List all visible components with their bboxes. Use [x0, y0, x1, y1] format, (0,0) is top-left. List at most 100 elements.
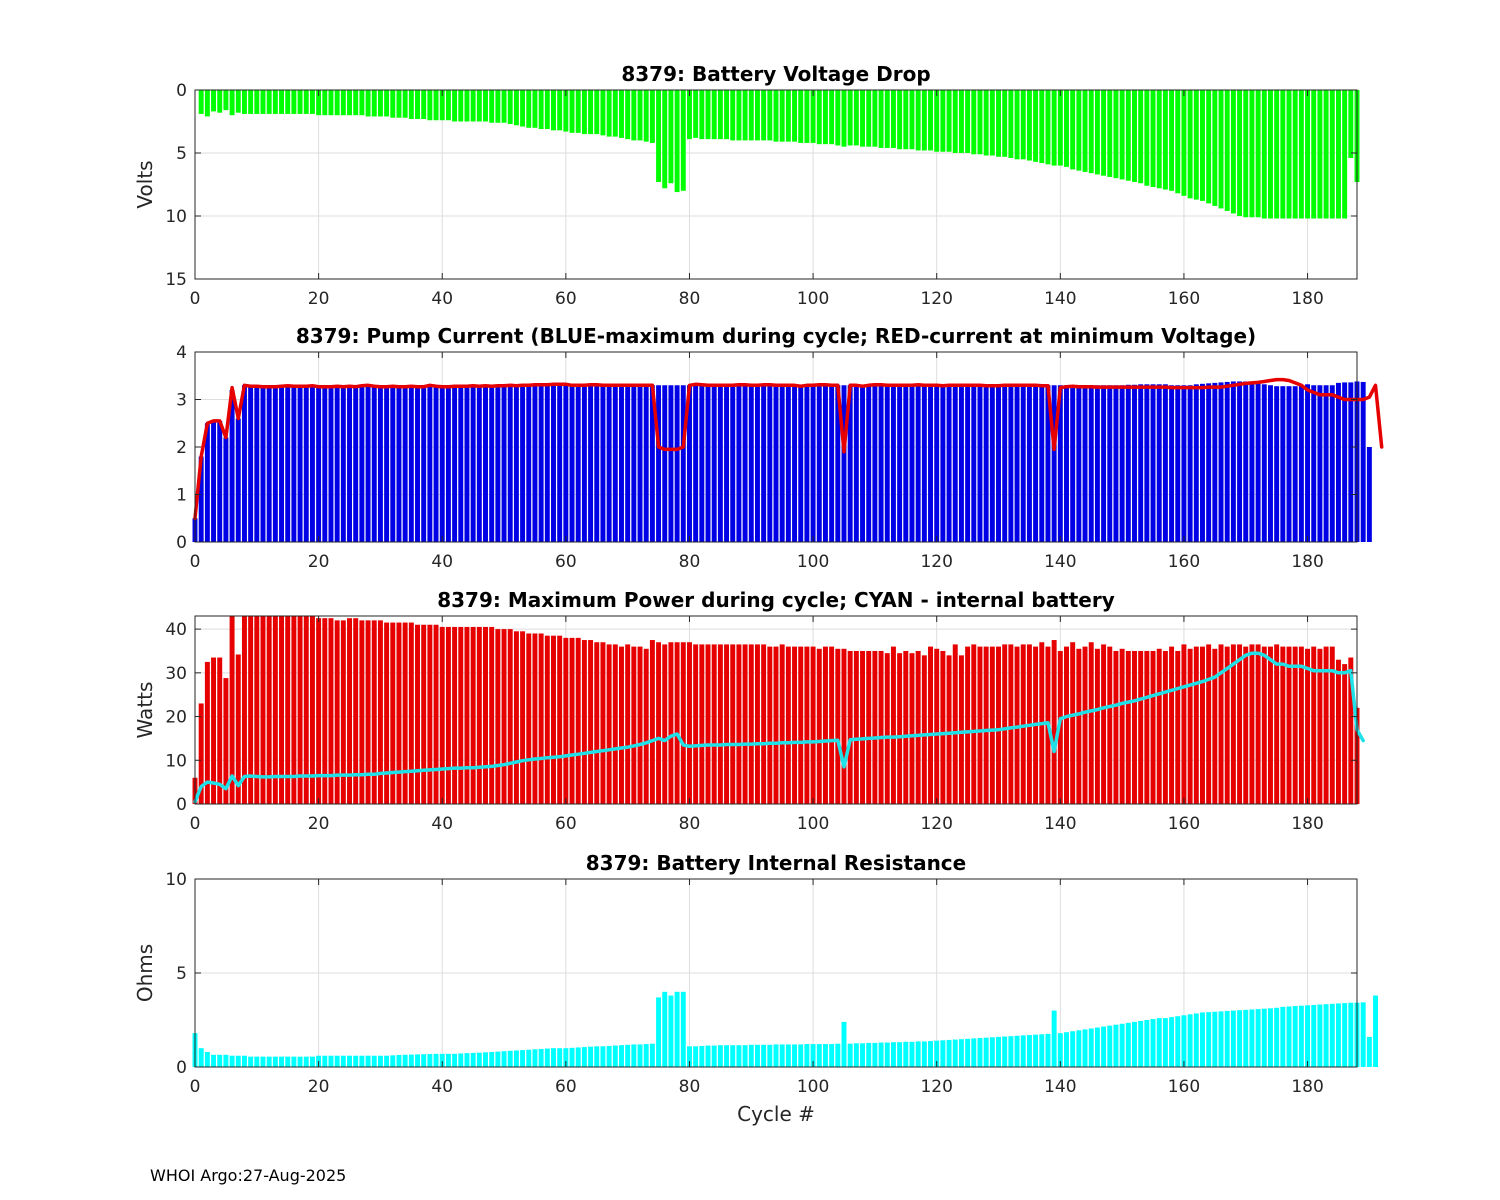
bar [1008, 385, 1014, 542]
bar [680, 385, 686, 542]
bar [860, 90, 866, 147]
bar [415, 1054, 420, 1067]
bar [563, 384, 569, 542]
bar [1280, 1006, 1286, 1067]
bar [544, 90, 550, 130]
bar [1218, 644, 1224, 804]
bar [816, 90, 822, 145]
bar [575, 1047, 581, 1067]
bar [860, 650, 866, 804]
bar [600, 90, 606, 136]
bar [1150, 384, 1156, 542]
bar [686, 90, 692, 140]
chart-title: 8379: Pump Current (BLUE-maximum during … [296, 324, 1256, 348]
bar [1125, 90, 1131, 181]
bar [619, 385, 624, 542]
bar [1224, 90, 1230, 211]
bar [563, 637, 569, 804]
bar [699, 385, 705, 542]
bar [1132, 384, 1137, 542]
bar [890, 385, 896, 542]
bar [934, 385, 940, 542]
bar [637, 385, 643, 542]
bar [915, 90, 921, 151]
bar [328, 618, 334, 804]
bar [359, 620, 365, 804]
bar [452, 626, 458, 804]
bar [934, 648, 940, 804]
bar [866, 1042, 872, 1067]
bar [489, 1051, 495, 1067]
bar [365, 620, 371, 804]
bar [1107, 646, 1113, 804]
x-tick-label: 40 [431, 552, 453, 572]
bar [1064, 646, 1069, 804]
bar [915, 650, 921, 804]
bar [730, 385, 736, 542]
bar [1218, 382, 1224, 542]
bar [551, 635, 556, 804]
bar [390, 90, 396, 118]
bar [983, 385, 989, 542]
bar [427, 90, 433, 121]
bar [983, 646, 989, 804]
bar [934, 1040, 940, 1067]
bar [322, 618, 328, 804]
bar [748, 90, 754, 141]
y-tick-label: 20 [165, 708, 187, 728]
bar [544, 384, 550, 542]
bar [1045, 1033, 1051, 1067]
bar [371, 386, 377, 542]
bar [779, 90, 785, 142]
y-tick-label: 2 [176, 438, 187, 458]
bar [860, 1043, 866, 1067]
bar [958, 1039, 964, 1067]
bar [1119, 90, 1125, 180]
bar [779, 1044, 785, 1067]
bar [693, 90, 699, 138]
bar [445, 626, 451, 804]
bar [1082, 646, 1088, 804]
bar [241, 1055, 247, 1067]
bar [198, 1048, 204, 1067]
bar [427, 386, 433, 542]
bar [291, 616, 297, 804]
bar [1169, 385, 1175, 542]
bar [1076, 90, 1082, 171]
bar [1175, 90, 1181, 194]
y-tick-label: 10 [165, 207, 187, 227]
bar [977, 646, 983, 804]
bar [686, 1046, 692, 1067]
bar [347, 1055, 352, 1067]
bar [291, 90, 297, 114]
bar [569, 1047, 575, 1067]
bar [1342, 90, 1348, 219]
bar [853, 650, 859, 804]
bar [365, 1055, 371, 1067]
y-axis-label: Ohms [133, 944, 157, 1002]
bar [1305, 384, 1311, 542]
bar [884, 385, 890, 542]
bar [1033, 90, 1039, 162]
bar [439, 626, 445, 804]
bar [470, 90, 476, 122]
bar [1206, 644, 1212, 804]
bar [656, 90, 662, 182]
bar [798, 1044, 804, 1067]
bar [1212, 90, 1218, 206]
bar [445, 386, 451, 542]
bar [513, 90, 519, 126]
bar [742, 1045, 748, 1067]
bar [649, 1043, 655, 1067]
bar [897, 385, 903, 542]
x-tick-label: 0 [190, 289, 201, 309]
bar [272, 90, 278, 114]
x-tick-label: 180 [1291, 289, 1323, 309]
bar [1274, 386, 1280, 542]
bar [619, 1045, 624, 1067]
bar [847, 90, 853, 146]
bar [1298, 646, 1304, 804]
bar [433, 1053, 439, 1067]
bar [575, 637, 581, 804]
bar [1138, 1020, 1144, 1067]
